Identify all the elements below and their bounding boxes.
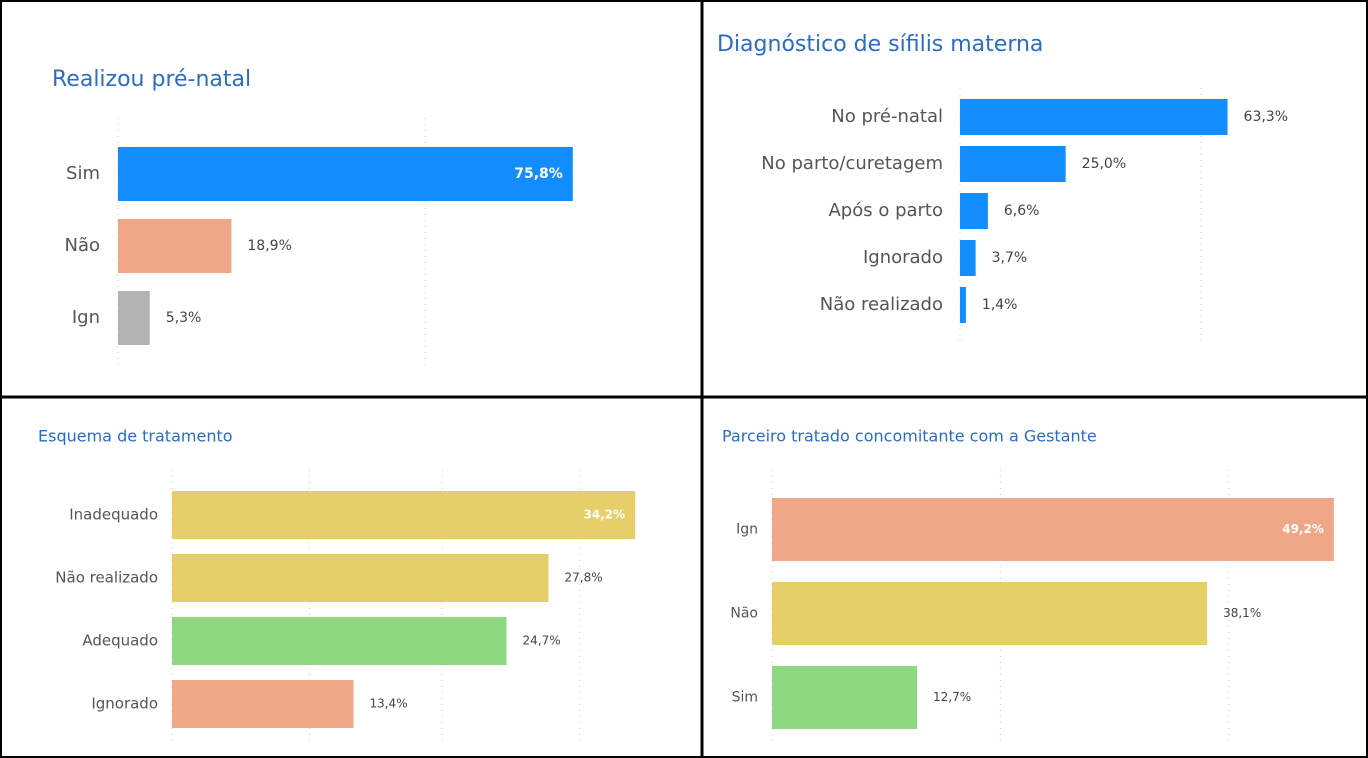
category-label: Sim xyxy=(732,690,758,706)
data-label: 18,9% xyxy=(247,238,291,254)
data-label: 75,8% xyxy=(514,166,563,182)
data-label: 12,7% xyxy=(933,690,971,704)
data-label: 27,8% xyxy=(564,571,602,585)
chart-title: Esquema de tratamento xyxy=(38,427,233,446)
category-label: Não xyxy=(64,235,100,256)
data-label: 34,2% xyxy=(584,508,626,522)
category-label: Ign xyxy=(736,522,758,538)
data-label: 63,3% xyxy=(1244,109,1288,125)
bar xyxy=(772,582,1208,645)
bar xyxy=(172,554,549,602)
category-label: Após o parto xyxy=(828,200,943,221)
chart-title: Parceiro tratado concomitante com a Gest… xyxy=(722,427,1097,446)
bar xyxy=(118,219,232,273)
bar xyxy=(118,147,573,201)
category-label: Não realizado xyxy=(55,569,158,587)
category-label: Sim xyxy=(66,163,100,184)
data-label: 3,7% xyxy=(992,250,1028,266)
bar xyxy=(960,146,1066,182)
category-label: Ign xyxy=(72,307,100,328)
data-label: 38,1% xyxy=(1223,606,1261,620)
chart-title: Diagnóstico de sífilis materna xyxy=(717,32,1043,57)
data-label: 25,0% xyxy=(1082,156,1126,172)
bar xyxy=(960,240,976,276)
bar xyxy=(772,498,1334,561)
chart-title: Realizou pré-natal xyxy=(52,67,251,92)
bar xyxy=(172,617,507,665)
data-label: 13,4% xyxy=(369,697,407,711)
category-label: No pré-natal xyxy=(831,106,943,127)
data-label: 6,6% xyxy=(1004,203,1040,219)
category-label: Não realizado xyxy=(820,294,943,315)
bar xyxy=(960,99,1228,135)
bar xyxy=(172,680,354,728)
category-label: Não xyxy=(730,606,758,622)
category-label: No parto/curetagem xyxy=(761,153,943,174)
category-label: Adequado xyxy=(82,632,158,650)
bar xyxy=(118,291,150,345)
category-label: Ignorado xyxy=(863,247,943,268)
bar xyxy=(960,287,966,323)
data-label: 1,4% xyxy=(982,297,1018,313)
data-label: 5,3% xyxy=(166,310,202,326)
category-label: Ignorado xyxy=(91,695,158,713)
data-label: 24,7% xyxy=(523,634,561,648)
category-label: Inadequado xyxy=(69,506,158,524)
bar xyxy=(960,193,988,229)
data-label: 49,2% xyxy=(1282,522,1324,536)
bar xyxy=(772,666,918,729)
bar xyxy=(172,491,636,539)
